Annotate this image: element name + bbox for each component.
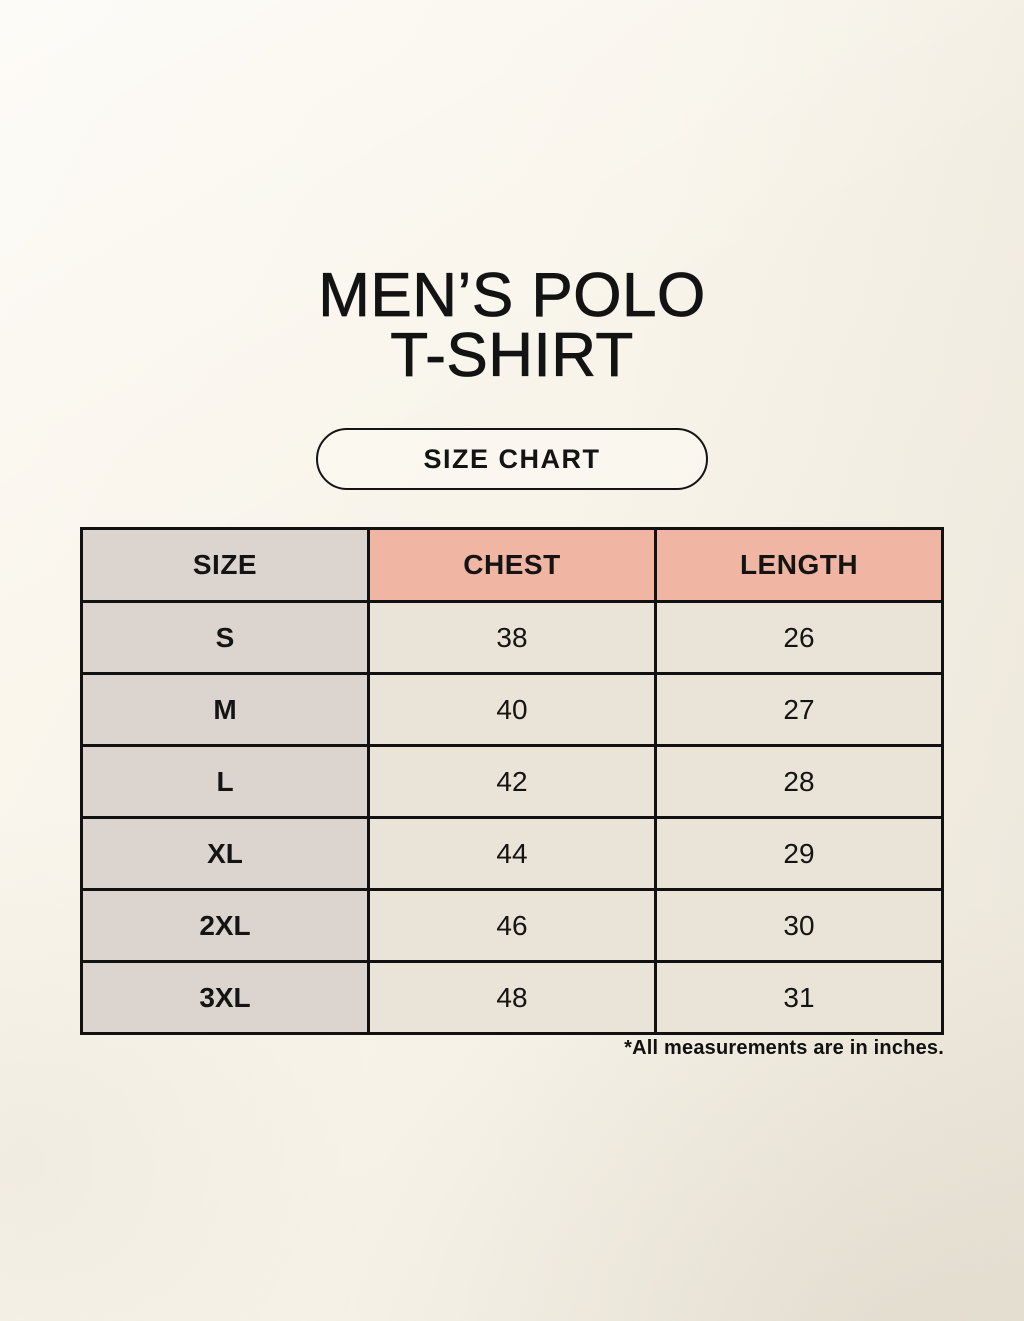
- chest-cell: 44: [367, 816, 657, 891]
- table-row: XL 44 29: [80, 816, 944, 891]
- size-cell: 2XL: [80, 888, 370, 963]
- chest-cell: 48: [367, 960, 657, 1035]
- table-row: M 40 27: [80, 672, 944, 747]
- page-title: MEN’S POLO T-SHIRT: [0, 264, 1024, 387]
- chest-cell: 38: [367, 600, 657, 675]
- length-cell: 29: [654, 816, 944, 891]
- size-cell: M: [80, 672, 370, 747]
- column-header-length: LENGTH: [654, 527, 944, 603]
- column-header-chest: CHEST: [367, 527, 657, 603]
- size-cell: S: [80, 600, 370, 675]
- table-row: 3XL 48 31: [80, 960, 944, 1035]
- size-chart-button-label: SIZE CHART: [423, 443, 601, 474]
- length-cell: 26: [654, 600, 944, 675]
- length-cell: 28: [654, 744, 944, 819]
- length-cell: 27: [654, 672, 944, 747]
- chest-cell: 40: [367, 672, 657, 747]
- size-table: SIZE CHEST LENGTH S 38 26 M 40 27 L 42 28 XL 44 29 2…: [80, 527, 944, 1035]
- title-line-2: T-SHIRT: [390, 321, 634, 390]
- measurements-footnote: *All measurements are in inches.: [624, 1037, 944, 1059]
- chest-cell: 46: [367, 888, 657, 963]
- size-cell: L: [80, 744, 370, 819]
- length-cell: 31: [654, 960, 944, 1035]
- title-line-1: MEN’S POLO: [318, 261, 706, 330]
- chest-cell: 42: [367, 744, 657, 819]
- length-cell: 30: [654, 888, 944, 963]
- size-cell: XL: [80, 816, 370, 891]
- table-row: L 42 28: [80, 744, 944, 819]
- size-cell: 3XL: [80, 960, 370, 1035]
- table-row: 2XL 46 30: [80, 888, 944, 963]
- table-row: S 38 26: [80, 600, 944, 675]
- table-header-row: SIZE CHEST LENGTH: [80, 527, 944, 603]
- column-header-size: SIZE: [80, 527, 370, 603]
- size-chart-button[interactable]: SIZE CHART: [316, 428, 708, 490]
- size-table-body: S 38 26 M 40 27 L 42 28 XL 44 29 2XL 46 30 3XL 48 31: [80, 600, 944, 1035]
